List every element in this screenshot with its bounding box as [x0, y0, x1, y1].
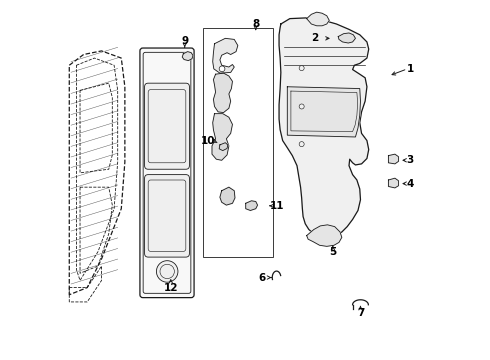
FancyBboxPatch shape	[148, 180, 186, 251]
Polygon shape	[307, 225, 342, 246]
Polygon shape	[338, 33, 355, 43]
FancyBboxPatch shape	[140, 48, 194, 298]
Polygon shape	[182, 51, 193, 60]
Polygon shape	[214, 73, 232, 113]
Text: 7: 7	[357, 309, 364, 318]
Circle shape	[299, 66, 304, 71]
Circle shape	[299, 141, 304, 147]
Bar	[203, 28, 273, 257]
Text: 4: 4	[406, 179, 414, 189]
Polygon shape	[245, 201, 258, 211]
Polygon shape	[213, 39, 238, 73]
Polygon shape	[220, 187, 235, 205]
FancyBboxPatch shape	[145, 83, 190, 169]
Text: 3: 3	[406, 155, 414, 165]
Circle shape	[299, 104, 304, 109]
Text: 8: 8	[252, 19, 259, 29]
Text: 10: 10	[201, 136, 216, 146]
Text: 6: 6	[259, 273, 266, 283]
Polygon shape	[389, 178, 398, 188]
Circle shape	[156, 261, 178, 282]
Text: 5: 5	[329, 247, 337, 257]
Text: 2: 2	[311, 33, 318, 43]
Polygon shape	[219, 143, 228, 150]
Text: 1: 1	[406, 64, 414, 74]
Polygon shape	[307, 12, 329, 26]
FancyBboxPatch shape	[145, 175, 190, 257]
FancyBboxPatch shape	[148, 90, 186, 163]
Polygon shape	[212, 114, 232, 160]
Text: 9: 9	[181, 36, 188, 46]
Polygon shape	[287, 87, 361, 137]
FancyBboxPatch shape	[143, 52, 191, 293]
Circle shape	[219, 66, 225, 72]
Text: 12: 12	[164, 283, 178, 293]
Text: 11: 11	[270, 201, 285, 211]
Polygon shape	[279, 18, 368, 237]
Circle shape	[160, 264, 174, 279]
Polygon shape	[389, 154, 398, 164]
